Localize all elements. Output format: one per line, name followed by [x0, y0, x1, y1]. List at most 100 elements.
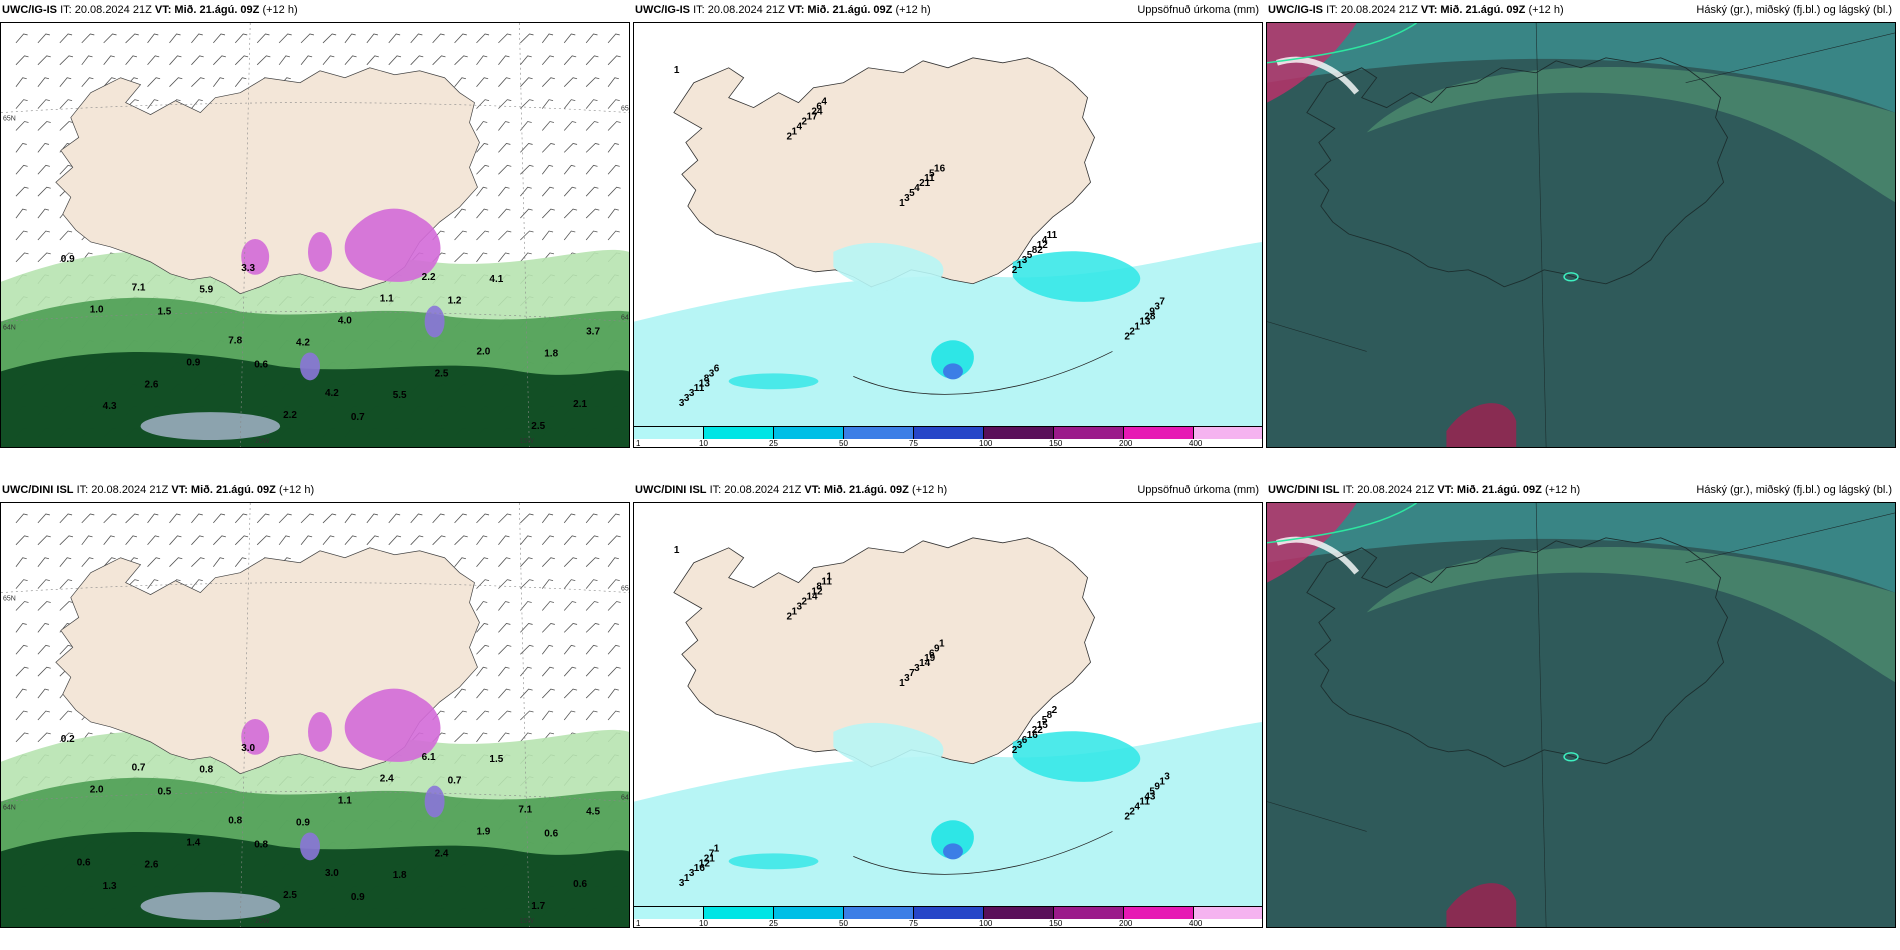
precip-value-label: 0.5 — [158, 787, 172, 798]
axis-label: 65N — [3, 596, 16, 603]
map-frame: 65N 64N 20W 15W 65N 64N 0.2 0.5 0.8 0.9 0.7 0.6 1.3 0… — [0, 502, 630, 928]
precip-amount-label: 5 — [1027, 250, 1033, 261]
precip-value-label: 7.1 — [132, 283, 146, 294]
axis-label: 64N — [621, 795, 629, 802]
accum-precip-map: 1212231312345313245131117218228132411129… — [634, 23, 1262, 447]
low-cloud-spot — [1446, 403, 1517, 447]
map-frame: 1 2 1 2 2 3 1 3 1 2 3 4 5 3 1 3 2 4 5 13 11 17 21 82 28 13 24 11 12 9… — [633, 22, 1263, 448]
precip-amount-label: 2 — [801, 117, 807, 128]
precip-value-label: 0.8 — [228, 815, 242, 826]
iceland-land — [673, 537, 1095, 768]
precip-amount-label: 3 — [709, 368, 715, 379]
precip-amount-label: 11 — [1047, 230, 1058, 241]
precip-value-label: 7.8 — [228, 335, 242, 346]
precip-amount-label: 1 — [899, 678, 905, 689]
colorbar-swatch — [844, 907, 914, 919]
precip-value-label: 2.0 — [90, 785, 104, 796]
precip-amount-label: 12 — [1037, 240, 1049, 251]
precip-moderate — [931, 820, 974, 858]
precip-value-label: 3.7 — [586, 327, 600, 338]
colorbar-swatch — [914, 907, 984, 919]
precip-amount-label: 11 — [694, 383, 705, 394]
panel-accum-precip-igis: UWC/IG-IS IT: 20.08.2024 21Z VT: Mið. 21… — [633, 0, 1263, 448]
precip-amount-label: 8 — [816, 582, 822, 593]
precip-value-label: 1.2 — [448, 296, 462, 307]
colorbar-tick-label: 25 — [769, 439, 778, 448]
contour-line — [853, 351, 1113, 395]
precip-intense — [344, 208, 441, 282]
precip-amount-label: 6 — [816, 102, 822, 113]
precip-amount-label: 17 — [806, 112, 818, 123]
precip-value-label: 0.8 — [254, 839, 268, 850]
precip-amount-label: 24 — [811, 107, 823, 118]
iceland-outline — [1306, 57, 1729, 288]
panel-title: UWC/IG-IS IT: 20.08.2024 21Z VT: Mið. 21… — [1268, 4, 1564, 16]
precip-value-label: 4.5 — [586, 807, 600, 818]
precip-value-label: 2.5 — [531, 421, 545, 432]
precip-amount-label: 8 — [704, 373, 710, 384]
colorbar-tick-label: 100 — [979, 919, 993, 928]
cloud-map — [1267, 23, 1895, 447]
precip-amount-label: 9 — [1154, 782, 1160, 793]
precip-value-label: 2.6 — [145, 379, 159, 390]
colorbar-tick-label: 200 — [1119, 439, 1133, 448]
precip-amount-label: 11 — [1139, 797, 1150, 808]
axis-label: 64N — [3, 805, 16, 812]
colorbar-swatch — [1054, 907, 1124, 919]
graticule — [1, 23, 629, 447]
precip-amount-label: 22 — [1032, 725, 1044, 736]
colorbar-swatch — [1124, 427, 1194, 439]
precip-heavy — [943, 843, 963, 860]
precip-amount-label: 13 — [699, 378, 711, 389]
precip-amount-label: 3 — [904, 193, 910, 204]
precip-amount-label: 7 — [709, 848, 715, 859]
precip-amount-label: 2 — [1052, 705, 1058, 716]
precip-colorbar: 1 10 25 50 75 100 150 200 400 — [634, 426, 1262, 448]
precip-amount-label: 12 — [811, 587, 823, 598]
precip-value-label: 3.0 — [325, 868, 339, 879]
panel-title: UWC/IG-IS IT: 20.08.2024 21Z VT: Mið. 21… — [635, 4, 931, 16]
precip-amount-label: 4 — [821, 97, 827, 108]
high-cloud — [1366, 547, 1895, 683]
precip-amount-label: 2 — [1124, 332, 1130, 343]
precip-amount-label: 3 — [1017, 740, 1023, 751]
precip-value-label: 2.2 — [422, 272, 436, 283]
precip-peak — [424, 785, 445, 818]
panel-wind-precip-dini: UWC/DINI ISL IT: 20.08.2024 21Z VT: Mið.… — [0, 480, 630, 928]
precip-value-label: 4.3 — [103, 401, 117, 412]
map-frame — [1266, 502, 1896, 928]
precip-value-label: 0.7 — [132, 763, 146, 774]
panel-title: UWC/DINI ISL IT: 20.08.2024 21Z VT: Mið.… — [2, 484, 315, 496]
map-frame — [1266, 22, 1896, 448]
panel-subtitle: Uppsöfnuð úrkoma (mm) — [1137, 4, 1259, 16]
precip-amount-label: 43 — [1144, 792, 1156, 803]
iceland-land — [673, 57, 1095, 288]
panel-title: UWC/DINI ISL IT: 20.08.2024 21Z VT: Mið.… — [635, 484, 948, 496]
precip-value-label: 0.6 — [77, 857, 91, 868]
colorbar-swatch — [984, 907, 1054, 919]
precip-amount-label: 11 — [924, 173, 935, 184]
cloud-map — [1267, 503, 1895, 927]
precip-value-label: 2.5 — [283, 890, 297, 901]
precip-amount-label: 1 — [939, 638, 945, 649]
panel-wind-precip-igis: UWC/IG-IS IT: 20.08.2024 21Z VT: Mið. 21… — [0, 0, 630, 448]
precip-amount-label: 16 — [1027, 730, 1039, 741]
axis-label: 64N — [621, 315, 629, 322]
precip-amount-label: 2 — [1129, 807, 1135, 818]
precip-amount-label: 3 — [796, 602, 802, 613]
colorbar-tick-label: 75 — [909, 919, 918, 928]
axis-label: 64N — [3, 325, 16, 332]
precip-amount-label: 82 — [1032, 245, 1044, 256]
precip-moderate — [1012, 731, 1141, 782]
precip-amount-label: 21 — [704, 853, 716, 864]
precip-amount-label: 16 — [934, 163, 946, 174]
precip-value-label: 2.5 — [435, 368, 449, 379]
colorbar-tick-label: 400 — [1189, 919, 1203, 928]
precip-amount-label: 3 — [679, 878, 685, 889]
precip-light — [833, 242, 944, 292]
precip-value-label: 7.1 — [518, 805, 532, 816]
axis-label: 20W — [255, 438, 270, 445]
precip-value-label: 2.4 — [435, 848, 449, 859]
precip-intense — [241, 718, 270, 755]
colorbar-swatch — [1054, 427, 1124, 439]
